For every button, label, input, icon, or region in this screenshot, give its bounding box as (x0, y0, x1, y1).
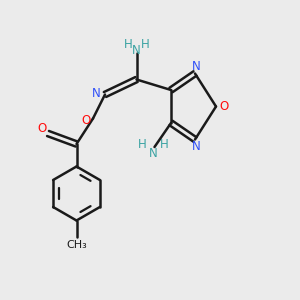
Text: H: H (160, 137, 169, 151)
Text: N: N (192, 140, 201, 153)
Text: O: O (38, 122, 46, 135)
Text: N: N (192, 60, 201, 74)
Text: N: N (92, 86, 101, 100)
Text: N: N (148, 147, 158, 160)
Text: CH₃: CH₃ (66, 240, 87, 250)
Text: O: O (219, 100, 228, 113)
Text: H: H (137, 137, 146, 151)
Text: H: H (124, 38, 133, 52)
Text: H: H (140, 38, 149, 52)
Text: O: O (82, 113, 91, 127)
Text: N: N (132, 44, 141, 58)
